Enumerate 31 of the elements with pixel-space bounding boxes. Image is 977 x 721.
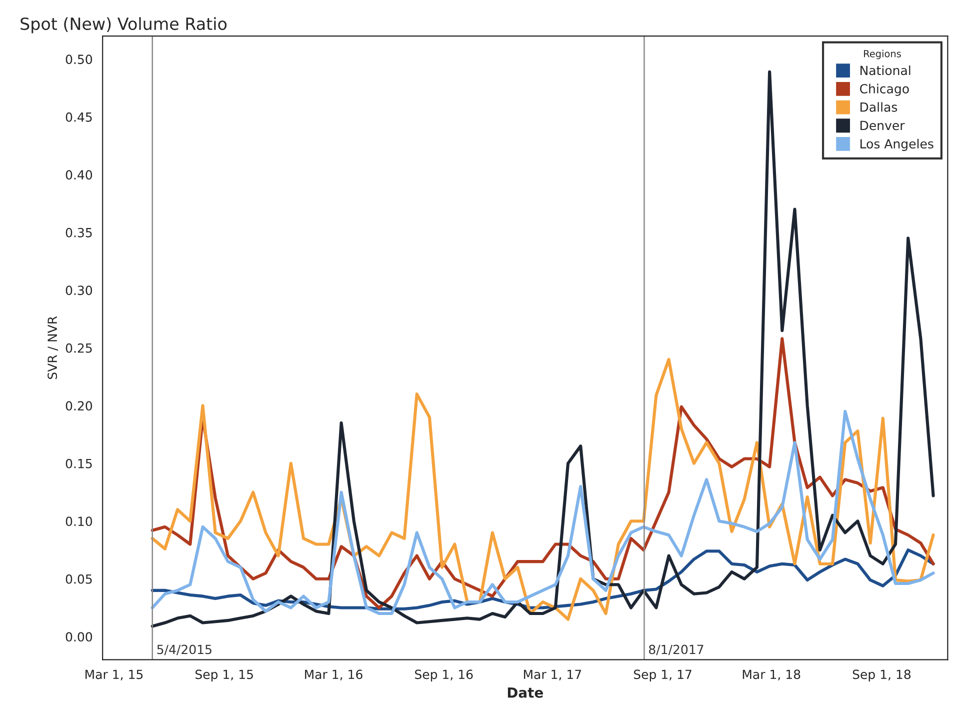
x-tick-label: Sep 1, 18 [852, 670, 911, 682]
y-tick-label: 0.10 [66, 516, 92, 526]
x-tick-label: Mar 1, 18 [742, 670, 800, 680]
line-series [150, 410, 935, 616]
y-tick-label: 0.35 [66, 228, 92, 238]
y-tick-label: 0.20 [66, 401, 92, 411]
x-tick-label: Mar 1, 16 [305, 670, 362, 680]
y-tick-label: 0.50 [66, 54, 92, 64]
chart-title: Spot (New) Volume Ratio [20, 17, 227, 34]
legend-title: Regions [864, 50, 901, 60]
legend-label: Denver [860, 120, 905, 130]
y-tick-label: 0.45 [66, 112, 92, 122]
x-tick-label: Sep 1, 16 [415, 670, 473, 682]
y-tick-label: 0.25 [66, 343, 92, 353]
y-axis-title: SVR / NVR [48, 316, 58, 380]
ref-line-label: 8/1/2017 [649, 644, 704, 656]
x-tick-label: Sep 1, 15 [195, 670, 253, 682]
y-tick-label: 0.40 [66, 170, 92, 180]
legend-label: Dallas [860, 102, 898, 112]
x-axis-title: Date [508, 688, 543, 698]
y-tick-label: 0.15 [66, 458, 92, 468]
x-tick-label: Sep 1, 17 [634, 670, 692, 682]
legend-label: National [860, 65, 910, 76]
x-tick-label: Mar 1, 17 [524, 670, 582, 680]
legend-label: Los Angeles [860, 138, 934, 151]
x-tick-label: Mar 1, 15 [86, 670, 143, 680]
legend-label: Chicago [860, 84, 909, 96]
y-tick-label: 0.05 [66, 574, 92, 584]
y-tick-label: 0.30 [66, 286, 92, 296]
ref-line-label: 5/4/2015 [157, 644, 212, 656]
y-tick-label: 0.00 [66, 632, 92, 642]
